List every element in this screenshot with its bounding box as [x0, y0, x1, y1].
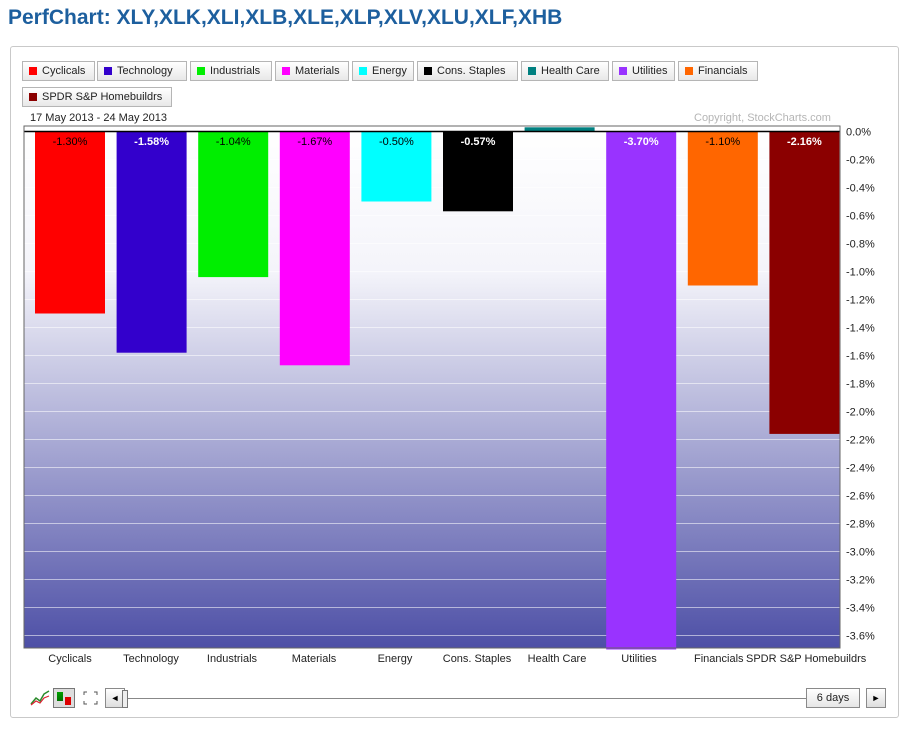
y-tick-label: -2.8% [846, 519, 875, 531]
bar-health-care [524, 127, 595, 132]
legend-item-materials[interactable]: Materials [275, 61, 349, 81]
legend-swatch [424, 67, 432, 75]
y-tick-label: -3.4% [846, 603, 875, 615]
y-tick-label: -3.0% [846, 547, 875, 559]
x-tick-label: Cyclicals [48, 653, 92, 665]
legend-item-spdr-s-p-homebuildrs[interactable]: SPDR S&P Homebuildrs [22, 87, 172, 107]
y-tick-label: -1.2% [846, 295, 875, 307]
x-tick-label: Cons. Staples [443, 653, 512, 665]
legend-label: Technology [117, 65, 173, 77]
legend-label: Cyclicals [42, 65, 86, 77]
legend-swatch [29, 67, 37, 75]
y-tick-label: -0.4% [846, 183, 875, 195]
copyright-notice: Copyright, StockCharts.com [694, 112, 831, 124]
data-label: -1.04% [216, 136, 251, 148]
legend-swatch [685, 67, 693, 75]
legend-item-health-care[interactable]: Health Care [521, 61, 609, 81]
bar-spdr-s-p-homebuildrs [769, 131, 840, 434]
legend-swatch [197, 67, 205, 75]
y-tick-label: -3.6% [846, 631, 875, 643]
legend-item-cyclicals[interactable]: Cyclicals [22, 61, 95, 81]
y-tick-label: -2.4% [846, 463, 875, 475]
bar-cyclicals [35, 131, 105, 314]
bar-financials [687, 131, 758, 286]
x-tick-label: Utilities [621, 653, 657, 665]
legend-label: Industrials [210, 65, 261, 77]
legend-item-technology[interactable]: Technology [97, 61, 187, 81]
data-label: -1.30% [53, 136, 88, 148]
y-tick-label: -0.2% [846, 155, 875, 167]
legend-label: Health Care [541, 65, 600, 77]
histogram-icon[interactable] [53, 688, 75, 708]
bar-cons-staples [443, 131, 513, 212]
data-label: -1.58% [134, 136, 169, 148]
legend-label: Financials [698, 65, 748, 77]
y-tick-label: -2.2% [846, 435, 875, 447]
bar-utilities [606, 131, 677, 650]
legend-item-energy[interactable]: Energy [352, 61, 414, 81]
data-label: -0.50% [379, 136, 414, 148]
y-tick-label: -2.0% [846, 407, 875, 419]
legend-swatch [29, 93, 37, 101]
legend-label: Cons. Staples [437, 65, 506, 77]
y-tick-label: -1.8% [846, 379, 875, 391]
fullscreen-icon[interactable] [80, 688, 102, 708]
legend-swatch [619, 67, 627, 75]
legend-item-industrials[interactable]: Industrials [190, 61, 272, 81]
line-chart-icon[interactable] [29, 688, 51, 708]
legend-swatch [359, 67, 367, 75]
y-tick-label: -0.6% [846, 211, 875, 223]
bar-industrials [198, 131, 269, 278]
period-button[interactable]: 6 days [806, 688, 860, 708]
legend-item-cons-staples[interactable]: Cons. Staples [417, 61, 518, 81]
x-tick-label: Energy [378, 653, 413, 665]
scroll-right-button[interactable]: ► [866, 688, 886, 708]
bar-technology [116, 131, 187, 353]
y-tick-label: -1.4% [846, 323, 875, 335]
y-tick-label: -2.6% [846, 491, 875, 503]
legend-swatch [282, 67, 290, 75]
data-label: -1.10% [705, 136, 740, 148]
legend-label: Utilities [632, 65, 668, 77]
y-tick-label: -3.2% [846, 575, 875, 587]
legend-swatch [528, 67, 536, 75]
bar-energy [361, 131, 432, 202]
legend-label: SPDR S&P Homebuildrs [42, 91, 163, 103]
legend-label: Energy [372, 65, 407, 77]
legend-swatch [104, 67, 112, 75]
legend-label: Materials [295, 65, 340, 77]
x-tick-label: SPDR S&P Homebuildrs [746, 653, 867, 665]
page-title: PerfChart: XLY,XLK,XLI,XLB,XLE,XLP,XLV,X… [8, 6, 563, 29]
legend-item-utilities[interactable]: Utilities [612, 61, 675, 81]
x-tick-label: Financials [694, 653, 744, 665]
data-label: -2.16% [787, 136, 822, 148]
data-label: -0.57% [461, 136, 496, 148]
y-tick-label: -1.6% [846, 351, 875, 363]
date-slider-track[interactable] [127, 698, 807, 699]
x-tick-label: Health Care [528, 653, 587, 665]
plot-border [23, 125, 841, 649]
date-slider-handle[interactable] [122, 690, 128, 708]
y-tick-label: -1.0% [846, 267, 875, 279]
y-tick-label: 0.0% [846, 127, 871, 139]
y-tick-label: -0.8% [846, 239, 875, 251]
x-tick-label: Materials [292, 653, 337, 665]
bar-materials [279, 131, 350, 366]
x-tick-label: Industrials [207, 653, 258, 665]
data-label: -1.67% [297, 136, 332, 148]
data-label: -3.70% [624, 136, 659, 148]
legend-item-financials[interactable]: Financials [678, 61, 758, 81]
x-tick-label: Technology [123, 653, 179, 665]
date-range: 17 May 2013 - 24 May 2013 [30, 112, 167, 124]
